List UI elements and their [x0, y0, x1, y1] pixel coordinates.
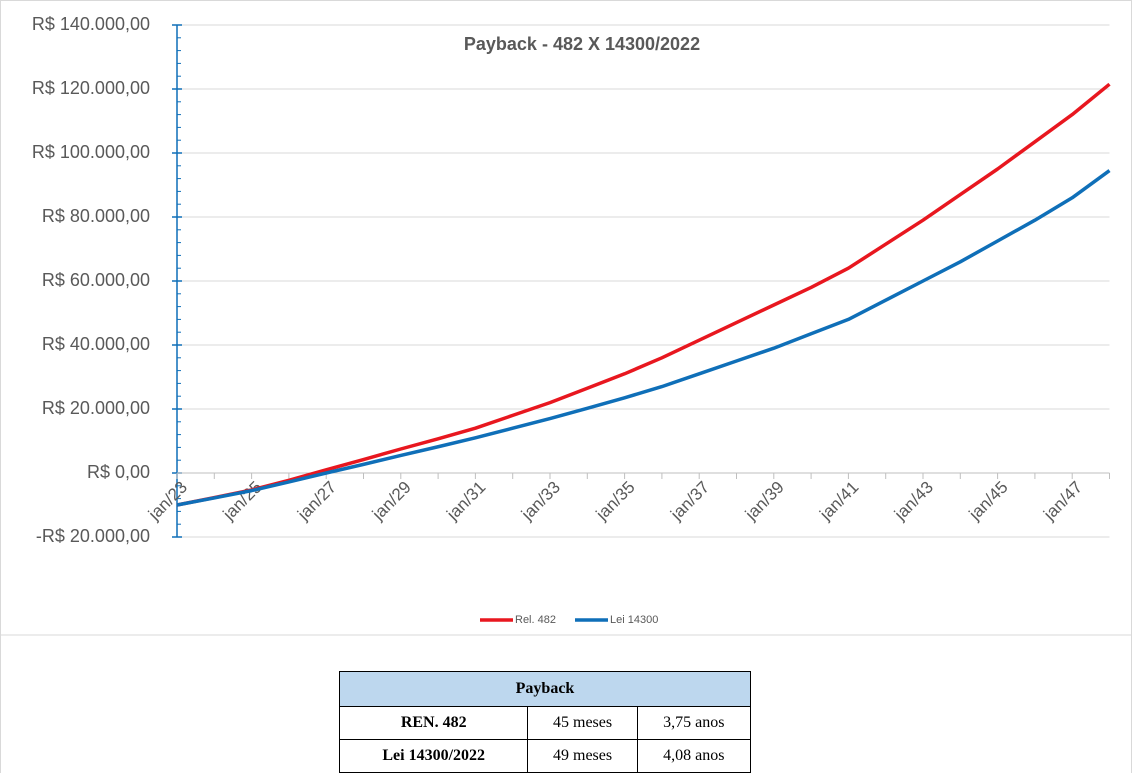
- x-tick-label: jan/47: [1039, 478, 1086, 525]
- y-tick-label: R$ 100.000,00: [32, 142, 150, 162]
- x-tick-label: jan/35: [592, 478, 639, 525]
- cell: Lei 14300/2022: [338, 739, 529, 773]
- line-series: [176, 169, 1111, 507]
- x-tick-label: jan/27: [293, 478, 340, 525]
- cell: REN. 482: [338, 706, 529, 740]
- x-tick-label: jan/45: [965, 478, 1012, 525]
- cell: 3,75 anos: [636, 706, 752, 740]
- x-tick-label: jan/43: [890, 478, 937, 525]
- x-tick-label: jan/25: [219, 478, 266, 525]
- x-tick-label: jan/23: [144, 478, 191, 525]
- x-tick-label: jan/39: [741, 478, 788, 525]
- y-tick-label: R$ 20.000,00: [42, 398, 150, 418]
- x-tick-label: jan/31: [442, 478, 489, 525]
- y-tick-label: R$ 0,00: [87, 462, 150, 482]
- y-tick-label: R$ 120.000,00: [32, 78, 150, 98]
- y-tick-label: R$ 40.000,00: [42, 334, 150, 354]
- payback-table: Payback REN. 482 45 meses 3,75 anos Lei 14…: [338, 671, 752, 773]
- legend-label: Lei 14300: [610, 614, 658, 626]
- y-tick-label: -R$ 20.000,00: [36, 526, 150, 546]
- legend-label: Rel. 482: [515, 614, 556, 626]
- y-tick-label: R$ 140.000,00: [32, 14, 150, 34]
- x-tick-label: jan/37: [666, 478, 713, 525]
- y-tick-label: R$ 80.000,00: [42, 206, 150, 226]
- x-tick-label: jan/29: [368, 478, 415, 525]
- cell: 4,08 anos: [636, 739, 752, 773]
- line-series: [176, 82, 1111, 507]
- cell: 45 meses: [527, 706, 638, 740]
- table-title: Payback: [339, 671, 751, 707]
- chart-title: Payback - 482 X 14300/2022: [464, 34, 700, 54]
- y-tick-label: R$ 60.000,00: [42, 270, 150, 290]
- x-tick-label: jan/41: [815, 478, 862, 525]
- x-tick-label: jan/33: [517, 478, 564, 525]
- cell: 49 meses: [527, 739, 638, 773]
